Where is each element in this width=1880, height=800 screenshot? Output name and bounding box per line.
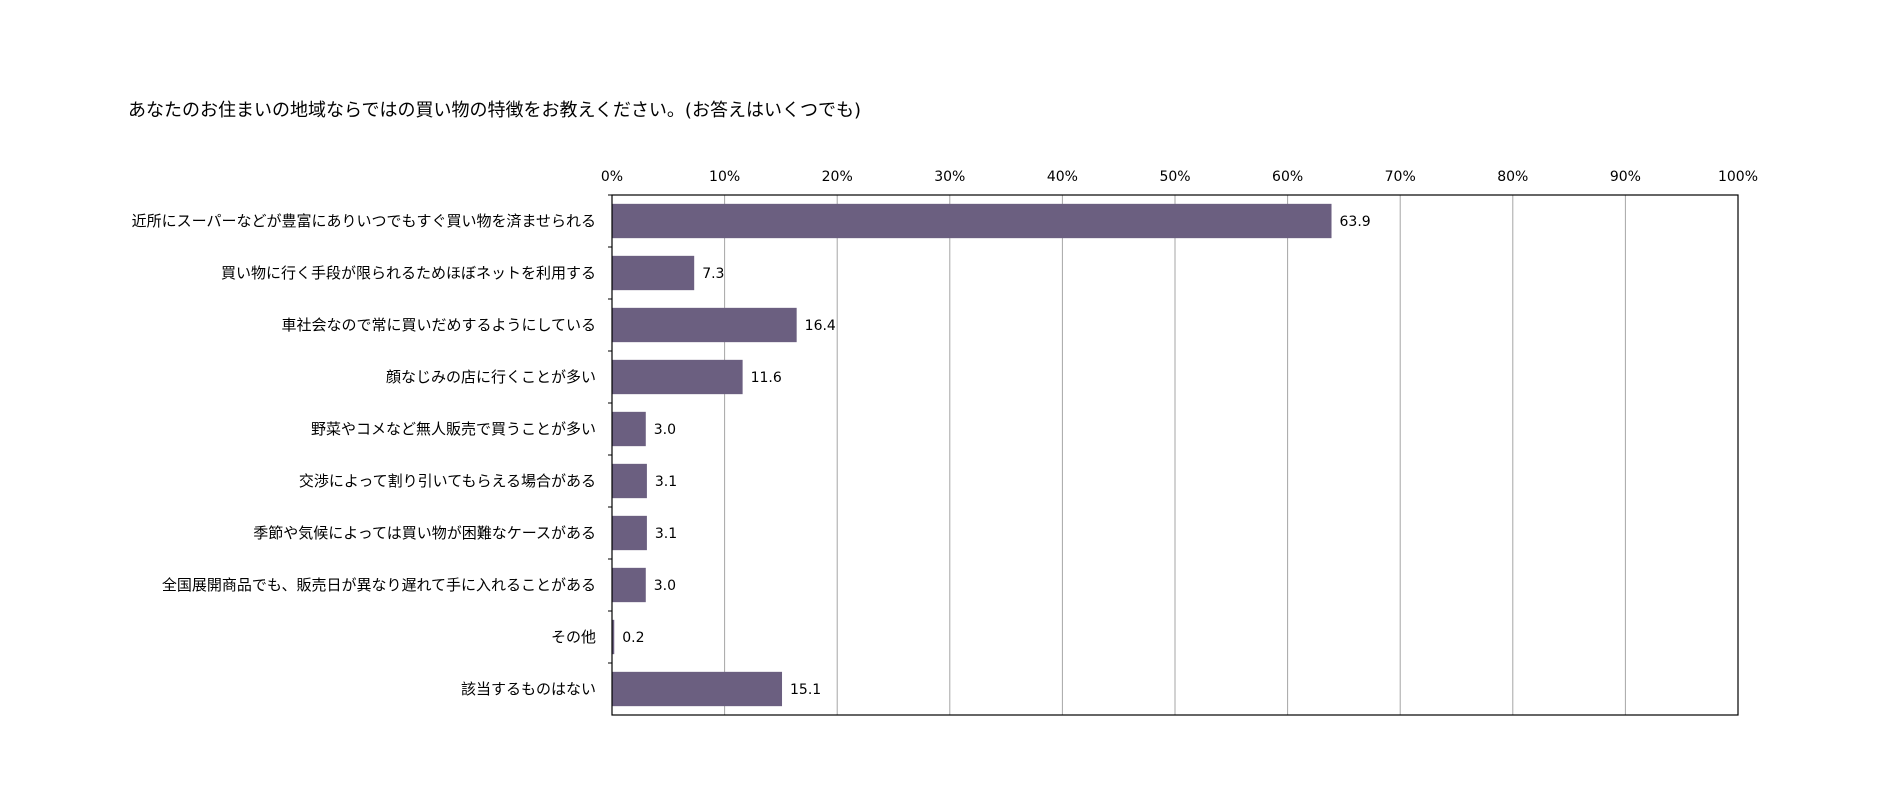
value-labels: 63.9 7.3 16.4 11.6 3.0 3.1 3.1 3.0 0.2 15.1	[622, 214, 1370, 698]
x-tick-label: 0%	[601, 169, 623, 185]
category-label: 交渉によって割り引いてもらえる場合がある	[299, 472, 596, 490]
data-label: 0.2	[622, 630, 644, 646]
x-tick-label: 60%	[1272, 169, 1303, 185]
x-tick-label: 30%	[934, 169, 965, 185]
bar	[612, 307, 797, 343]
x-axis-ticks: 0% 10% 20% 30% 40% 50% 60% 70% 80% 90% 100%	[601, 169, 1758, 185]
data-label: 3.0	[654, 578, 676, 594]
x-tick-label: 70%	[1385, 169, 1416, 185]
category-label: 季節や気候によっては買い物が困難なケースがある	[253, 524, 596, 542]
x-tick-label: 100%	[1718, 169, 1758, 185]
bar	[612, 203, 1332, 239]
x-tick-label: 20%	[822, 169, 853, 185]
category-label: 顔なじみの店に行くことが多い	[386, 368, 596, 386]
category-label: その他	[551, 628, 596, 646]
data-label: 7.3	[702, 266, 724, 282]
plot-frame	[611, 194, 1739, 716]
data-label: 15.1	[790, 682, 821, 698]
x-tick-label: 80%	[1497, 169, 1528, 185]
x-tick-label: 10%	[709, 169, 740, 185]
category-label: 買い物に行く手段が限られるためほぼネットを利用する	[221, 264, 596, 282]
x-tick-label: 50%	[1159, 169, 1190, 185]
category-label: 近所にスーパーなどが豊富にありいつでもすぐ買い物を済ませられる	[132, 212, 596, 230]
data-label: 11.6	[751, 370, 782, 386]
category-label: 車社会なので常に買いだめするようにしている	[281, 316, 596, 334]
category-label: 全国展開商品でも、販売日が異なり遅れて手に入れることがある	[162, 576, 596, 594]
bar	[612, 463, 647, 499]
data-label: 3.0	[654, 422, 676, 438]
category-label: 該当するものはない	[461, 680, 596, 698]
bar	[612, 411, 646, 447]
bar	[612, 567, 646, 603]
data-label: 16.4	[805, 318, 836, 334]
bar	[612, 619, 615, 655]
gridlines	[724, 195, 1626, 715]
data-label: 3.1	[655, 474, 677, 490]
bar	[612, 515, 647, 551]
bar	[612, 359, 743, 395]
bar	[612, 255, 695, 291]
x-tick-label: 40%	[1047, 169, 1078, 185]
category-labels: 近所にスーパーなどが豊富にありいつでもすぐ買い物を済ませられる買い物に行く手段が…	[132, 194, 612, 698]
data-label: 63.9	[1340, 214, 1371, 230]
x-tick-label: 90%	[1610, 169, 1641, 185]
data-label: 3.1	[655, 526, 677, 542]
bars	[612, 203, 1332, 707]
category-label: 野菜やコメなど無人販売で買うことが多い	[311, 420, 596, 438]
chart-title: あなたのお住まいの地域ならではの買い物の特徴をお教えください。(お答えはいくつで…	[128, 100, 861, 121]
bar	[612, 671, 783, 707]
